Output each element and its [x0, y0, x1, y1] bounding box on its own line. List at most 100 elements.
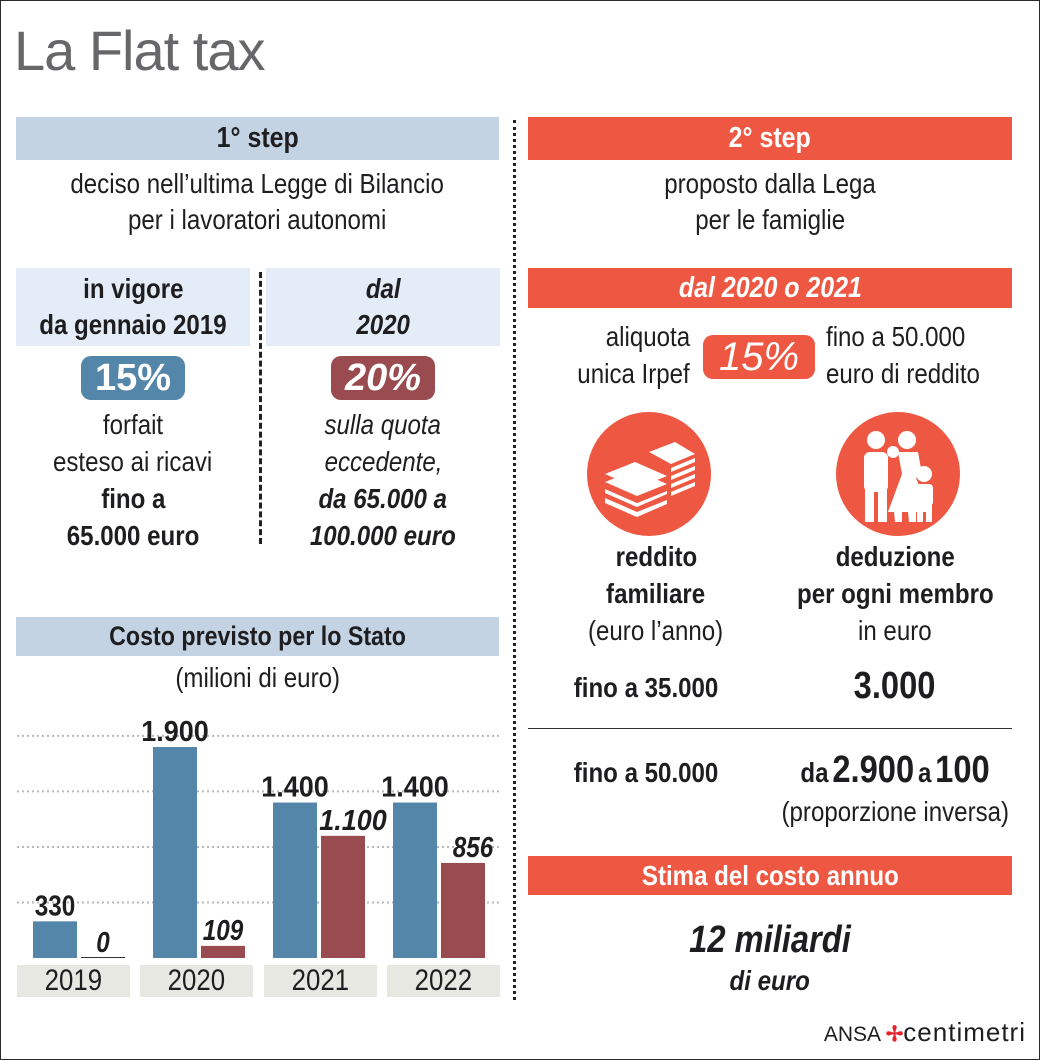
income-heading: reddito familiare (euro l’anno): [556, 538, 756, 649]
step1-subcolumn-divider: [259, 272, 262, 544]
annual-cost-value: 12 miliardi: [528, 918, 1012, 962]
data-label-2022-series-1: 1.400: [381, 772, 449, 804]
row2-income-text: fino a 50.000: [573, 757, 719, 788]
row1-income: fino a 35.000: [546, 670, 746, 706]
row2-note: (proporzione inversa): [760, 794, 1030, 830]
col-b-header-line: 2020: [356, 309, 410, 340]
step1-col-b-desc: sulla quota eccedente, da 65.000 a 100.0…: [266, 406, 500, 554]
row2-deduction-to: 100: [935, 749, 990, 791]
rate-right-line: fino a 50.000: [826, 321, 966, 352]
col-a-desc-line: esteso ai ricavi: [53, 446, 213, 477]
deduction-unit: in euro: [858, 615, 932, 646]
cost-header: Costo previsto per lo Stato: [16, 617, 499, 656]
row2-deduction-prefix: da: [800, 757, 829, 788]
step1-subtitle: deciso nell’ultima Legge di Bilancio per…: [16, 166, 499, 238]
income-heading-line: familiare: [606, 578, 706, 609]
rows-separator: [528, 728, 1012, 729]
step2-rate-right: fino a 50.000 euro di reddito: [826, 318, 1026, 392]
source-logo: ANSA ✢centimetri: [824, 1017, 1026, 1048]
col-b-desc-line: eccedente,: [324, 446, 442, 477]
rate-badge-15-irpef: 15%: [703, 335, 816, 379]
row1-income-text: fino a 35.000: [573, 672, 719, 703]
step2-period-text: dal 2020 o 2021: [678, 272, 862, 304]
bar-2022-series-1: [393, 802, 437, 958]
step2-header: 2° step: [528, 117, 1012, 160]
step2-period: dal 2020 o 2021: [528, 268, 1012, 308]
rate-right-line: euro di reddito: [826, 358, 980, 389]
rate-left-line: unica Irpef: [577, 358, 690, 389]
row2-income: fino a 50.000: [546, 755, 746, 791]
income-heading-line: reddito: [615, 541, 697, 572]
data-label-2019-series-1: 330: [35, 890, 76, 922]
step1-col-a-rate-wrap: 15%: [16, 356, 250, 400]
rate-badge-15: 15%: [80, 356, 186, 400]
deduction-heading: deduzione per ogni membro in euro: [770, 538, 1020, 649]
step2-subtitle-line: proposto dalla Lega: [664, 168, 876, 199]
row2-note-text: (proporzione inversa): [781, 796, 1009, 827]
x-tick-label-2020: 2020: [140, 965, 253, 997]
bar-2022-series-2: [441, 862, 485, 958]
bar-2019-series-1: [33, 921, 77, 958]
step1-header: 1° step: [16, 117, 499, 160]
family-icon: [836, 412, 960, 536]
column-divider: [513, 120, 516, 1000]
income-unit: (euro l’anno): [588, 615, 724, 646]
deduction-heading-line: deduzione: [835, 541, 955, 572]
row1-deduction: 3.000: [795, 664, 995, 708]
data-label-2021-series-1: 1.400: [261, 772, 329, 804]
step2-subtitle-line: per le famiglie: [695, 204, 845, 235]
data-label-2020-series-1: 1.900: [141, 716, 209, 748]
cost-unit-text: (milioni di euro): [175, 662, 340, 693]
col-a-desc-bold-line: fino a: [100, 483, 166, 514]
step1-col-b-header: dal 2020: [266, 268, 500, 346]
col-b-desc-line: sulla quota: [324, 409, 442, 440]
bar-2021-series-2: [321, 835, 365, 958]
row1-deduction-text: 3.000: [854, 665, 936, 707]
step2-rate-wrap: 15%: [703, 335, 816, 379]
bar-2020-series-1: [153, 747, 197, 958]
row2-deduction: da 2.900 a 100: [760, 748, 1030, 800]
col-a-desc-bold-line: 65.000 euro: [66, 520, 200, 551]
step1-subtitle-line: per i lavoratori autonomi: [128, 204, 387, 235]
page-title: La Flat tax: [14, 19, 265, 82]
step1-col-a-desc: forfait esteso ai ricavi fino a 65.000 e…: [16, 406, 250, 554]
annual-cost-unit-text: di euro: [729, 965, 811, 996]
logo-centimetri: centimetri: [903, 1017, 1026, 1047]
bar-2020-series-2: [201, 945, 245, 958]
annual-cost-header: Stima del costo annuo: [528, 856, 1012, 895]
col-a-header-line: da gennaio 2019: [39, 309, 227, 340]
data-label-2020-series-2: 109: [203, 915, 244, 947]
cost-unit: (milioni di euro): [16, 660, 499, 696]
x-tick-label-2019: 2019: [17, 965, 130, 997]
step1-col-a-header: in vigore da gennaio 2019: [16, 268, 250, 346]
bar-2021-series-1: [273, 802, 317, 958]
x-tick-label-2022: 2022: [387, 965, 500, 997]
annual-cost-value-text: 12 miliardi: [689, 919, 851, 961]
step2-rate-left: aliquota unica Irpef: [540, 318, 690, 392]
annual-cost-unit: di euro: [528, 963, 1012, 999]
col-b-header-line: dal: [365, 273, 401, 304]
annual-cost-header-text: Stima del costo annuo: [641, 860, 899, 891]
col-a-header-line: in vigore: [82, 273, 184, 304]
money-stack-icon: [587, 412, 711, 536]
step2-subtitle: proposto dalla Lega per le famiglie: [528, 166, 1012, 238]
rate-left-line: aliquota: [605, 321, 690, 352]
row2-deduction-from: 2.900: [832, 749, 915, 791]
logo-ansa: ANSA: [823, 1023, 880, 1046]
col-b-desc-bold-line: 100.000 euro: [310, 520, 456, 551]
data-label-2019-series-2: 0: [96, 927, 110, 959]
rate-badge-20: 20%: [330, 356, 436, 400]
row2-deduction-mid: a: [917, 757, 932, 788]
step1-subtitle-line: deciso nell’ultima Legge di Bilancio: [70, 168, 445, 199]
cost-header-text: Costo previsto per lo Stato: [109, 621, 406, 651]
step1-col-b-rate-wrap: 20%: [266, 356, 500, 400]
x-tick-label-2021: 2021: [264, 965, 377, 997]
col-b-desc-bold-line: da 65.000 a: [318, 483, 448, 514]
logo-star-icon: ✢: [885, 1023, 904, 1046]
col-a-desc-line: forfait: [102, 409, 164, 440]
step1-header-text: 1° step: [216, 122, 299, 154]
step2-header-text: 2° step: [728, 122, 812, 154]
data-label-2021-series-2: 1.100: [319, 805, 387, 837]
deduction-heading-line: per ogni membro: [796, 578, 994, 609]
